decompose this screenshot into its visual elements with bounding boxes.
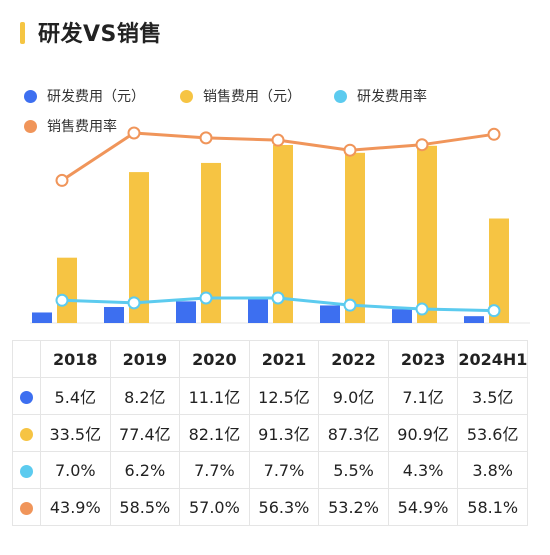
rd-rate-point (415, 302, 429, 316)
legend-marker-sales-expense (180, 89, 193, 103)
bar-rd-expense (464, 316, 484, 323)
chart-plot (30, 126, 530, 324)
legend-item-rd-expense: 研发费用（元） (24, 86, 145, 106)
table-cell: 82.1亿 (179, 414, 250, 452)
table-cell: 54.9% (387, 488, 459, 526)
table-cell: 7.0% (40, 451, 111, 489)
table-header-year: 2023 (387, 340, 459, 378)
bar-sales-expense (345, 152, 365, 323)
table-cell: 77.4亿 (109, 414, 181, 452)
table-header-row: 2018 2019 2020 2021 2022 2023 2024H1 (12, 340, 528, 378)
rd-rate-point (127, 296, 141, 310)
bar-rd-expense (392, 309, 412, 323)
table-header-year: 2021 (248, 340, 320, 378)
bar-rd-expense (320, 305, 340, 323)
table-cell: 4.3% (387, 451, 459, 489)
bar-sales-expense (57, 257, 77, 323)
rd-rate-point (55, 293, 69, 307)
bar-sales-expense (273, 145, 293, 323)
row-dot-sales-rate (20, 501, 33, 515)
table-cell: 12.5亿 (248, 377, 320, 415)
table-cell: 7.7% (248, 451, 320, 489)
table-cell: 58.1% (457, 488, 528, 526)
bar-sales-expense (129, 172, 149, 323)
sales-rate-point (271, 133, 285, 147)
legend-label-sales-expense: 销售费用（元） (203, 89, 301, 105)
table-cell: 7.7% (179, 451, 250, 489)
table-cell: 57.0% (179, 488, 250, 526)
row-dot-sales-expense (20, 427, 33, 441)
table-row-marker (12, 414, 41, 452)
table-cell: 91.3亿 (248, 414, 320, 452)
table-cell: 7.1亿 (387, 377, 459, 415)
sales-rate-point (199, 131, 213, 145)
table-cell: 58.5% (109, 488, 181, 526)
table-header-year: 2024H1 (457, 340, 528, 378)
table-cell: 53.2% (318, 488, 389, 526)
table-cell: 3.8% (457, 451, 528, 489)
bar-rd-expense (176, 301, 196, 323)
table-row-rd-expense: 5.4亿 8.2亿 11.1亿 12.5亿 9.0亿 7.1亿 3.5亿 (12, 377, 528, 415)
legend-marker-rd-expense (24, 89, 37, 103)
table-cell: 8.2亿 (109, 377, 181, 415)
legend-item-sales-rate: 销售费用率 (24, 116, 117, 136)
rd-rate-point (271, 291, 285, 305)
table-cell: 9.0亿 (318, 377, 389, 415)
legend-label-sales-rate: 销售费用率 (47, 119, 117, 135)
page-title: 研发VS销售 (38, 22, 162, 47)
sales-rate-point (487, 127, 501, 141)
table-cell: 53.6亿 (457, 414, 528, 452)
row-dot-rd-expense (20, 390, 33, 404)
table-row-marker (12, 451, 41, 489)
rd-rate-point (199, 291, 213, 305)
data-table: 2018 2019 2020 2021 2022 2023 2024H1 5.4… (12, 340, 528, 526)
table-header-year: 2019 (109, 340, 181, 378)
table-corner-cell (12, 340, 41, 378)
bar-sales-expense (489, 218, 509, 323)
table-cell: 56.3% (248, 488, 320, 526)
table-header-year: 2018 (40, 340, 111, 378)
sales-rate-point (415, 138, 429, 152)
legend-marker-rd-rate (334, 89, 347, 103)
table-cell: 43.9% (40, 488, 111, 526)
table-cell: 5.5% (318, 451, 389, 489)
legend-marker-sales-rate (24, 119, 37, 133)
bar-rd-expense (248, 298, 268, 323)
table-cell: 5.4亿 (40, 377, 111, 415)
table-row-rd-rate: 7.0% 6.2% 7.7% 7.7% 5.5% 4.3% 3.8% (12, 451, 528, 489)
table-cell: 3.5亿 (457, 377, 528, 415)
sales-rate-point (55, 173, 69, 187)
legend-item-rd-rate: 研发费用率 (334, 86, 427, 106)
bar-sales-expense (417, 145, 437, 323)
table-cell: 33.5亿 (40, 414, 111, 452)
table-cell: 87.3亿 (318, 414, 389, 452)
row-dot-rd-rate (20, 464, 33, 478)
bar-sales-expense (201, 162, 221, 323)
legend-label-rd-rate: 研发费用率 (357, 89, 427, 105)
sales-rate-point (127, 126, 141, 140)
table-header-year: 2020 (179, 340, 250, 378)
rd-rate-point (487, 304, 501, 318)
table-row-marker (12, 488, 41, 526)
table-row-marker (12, 377, 41, 415)
legend-label-rd-expense: 研发费用（元） (47, 89, 145, 105)
table-cell: 6.2% (109, 451, 181, 489)
bar-rd-expense (104, 307, 124, 323)
table-cell: 11.1亿 (179, 377, 250, 415)
rd-rate-point (343, 298, 357, 312)
table-row-sales-expense: 33.5亿 77.4亿 82.1亿 91.3亿 87.3亿 90.9亿 53.6… (12, 414, 528, 452)
table-header-year: 2022 (318, 340, 389, 378)
sales-rate-point (343, 143, 357, 157)
title-accent-bar (20, 22, 25, 44)
bar-rd-expense (32, 312, 52, 323)
table-cell: 90.9亿 (387, 414, 459, 452)
legend-item-sales-expense: 销售费用（元） (180, 86, 301, 106)
table-row-sales-rate: 43.9% 58.5% 57.0% 56.3% 53.2% 54.9% 58.1… (12, 488, 528, 526)
